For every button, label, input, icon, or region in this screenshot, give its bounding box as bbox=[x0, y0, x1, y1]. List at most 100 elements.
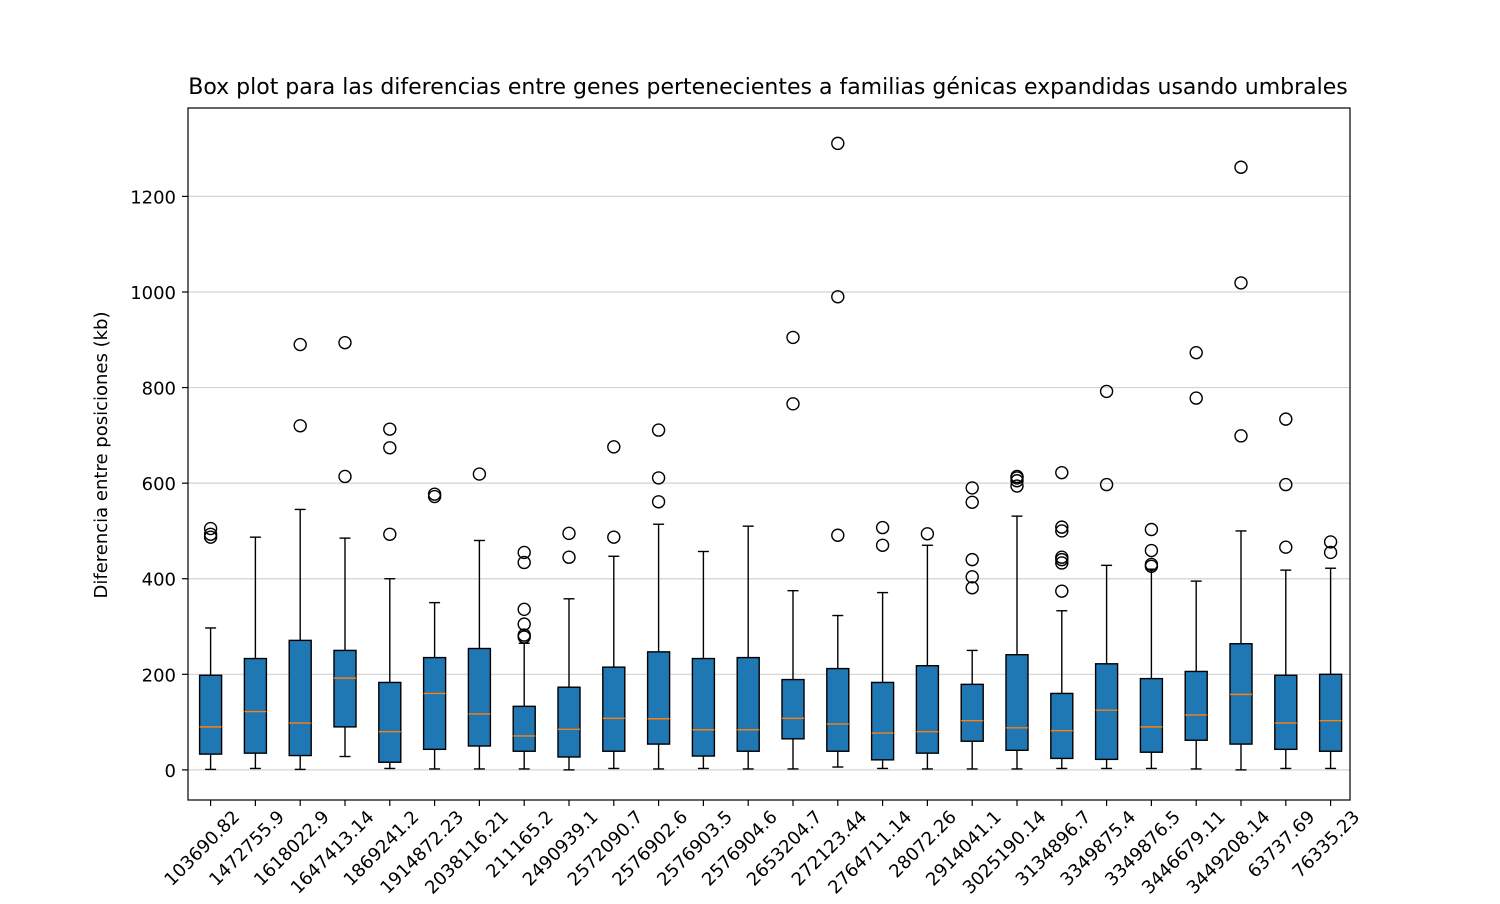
box-2764711.14 bbox=[870, 520, 895, 770]
outlier-point bbox=[1099, 477, 1114, 492]
outlier-point bbox=[965, 552, 979, 567]
box-body bbox=[1094, 663, 1119, 761]
box-3449208.14 bbox=[1229, 160, 1253, 771]
box-body bbox=[288, 639, 312, 757]
outlier-point bbox=[786, 330, 800, 345]
outlier-point bbox=[875, 520, 890, 535]
box-2653204.7 bbox=[781, 330, 805, 770]
outlier-point bbox=[1323, 535, 1338, 549]
box-1618022.9 bbox=[288, 337, 312, 771]
outlier-point bbox=[383, 527, 397, 541]
outlier-point bbox=[338, 335, 352, 350]
outlier-point bbox=[831, 528, 845, 542]
box-63737.69 bbox=[1274, 412, 1298, 770]
outlier-point bbox=[1055, 556, 1069, 570]
outlier-point bbox=[965, 481, 979, 495]
outlier-point bbox=[831, 290, 845, 304]
box-body bbox=[1274, 674, 1298, 751]
box-body bbox=[736, 656, 760, 752]
box-211165.2 bbox=[512, 545, 536, 770]
y-tick-label: 400 bbox=[142, 570, 176, 591]
box-body bbox=[512, 705, 536, 752]
outlier-point bbox=[1010, 469, 1024, 484]
box-body bbox=[915, 665, 940, 754]
box-3025190.14 bbox=[1005, 469, 1029, 770]
outlier-point bbox=[338, 469, 352, 484]
box-2038116.21 bbox=[467, 467, 492, 770]
outlier-point bbox=[965, 581, 979, 595]
box-body bbox=[691, 657, 716, 757]
box-series bbox=[198, 136, 1343, 771]
box-3134896.7 bbox=[1050, 465, 1074, 770]
y-tick-label: 600 bbox=[142, 474, 176, 495]
outlier-point bbox=[203, 521, 218, 536]
box-body bbox=[870, 681, 895, 761]
y-axis: 0 200 400 600 800 1000 1200 bbox=[130, 187, 188, 782]
box-body bbox=[1318, 673, 1343, 752]
outlier-point bbox=[1144, 557, 1159, 572]
x-axis: 103690.821472755.91618022.91647413.14186… bbox=[160, 800, 1364, 898]
outlier-point bbox=[517, 602, 531, 617]
outlier-point bbox=[1279, 477, 1293, 492]
outlier-point bbox=[1010, 479, 1024, 493]
box-76335.23 bbox=[1318, 535, 1343, 770]
outlier-point bbox=[1055, 550, 1069, 564]
box-body bbox=[378, 681, 402, 763]
box-body bbox=[602, 666, 626, 752]
box-body bbox=[333, 649, 357, 728]
outlier-point bbox=[427, 487, 442, 501]
outlier-point bbox=[875, 538, 890, 552]
y-tick-label: 1000 bbox=[130, 283, 176, 304]
box-1647413.14 bbox=[333, 335, 357, 758]
outlier-point bbox=[383, 441, 397, 455]
y-tick-label: 0 bbox=[165, 761, 176, 782]
outlier-point bbox=[1323, 545, 1338, 560]
box-2572090.7 bbox=[602, 440, 626, 770]
box-body bbox=[1050, 692, 1074, 760]
outlier-point bbox=[472, 467, 487, 481]
box-3349876.5 bbox=[1139, 522, 1164, 770]
box-body bbox=[557, 686, 581, 758]
outlier-point bbox=[1189, 391, 1203, 405]
box-1472755.9 bbox=[243, 536, 268, 770]
outlier-point bbox=[1234, 160, 1248, 174]
outlier-point bbox=[1189, 345, 1203, 360]
box-body bbox=[646, 651, 671, 745]
outlier-point bbox=[293, 337, 307, 352]
outlier-point bbox=[1055, 465, 1069, 480]
box-body bbox=[1184, 670, 1208, 741]
box-2490939.1 bbox=[557, 526, 581, 771]
outlier-point bbox=[651, 471, 666, 485]
outlier-point bbox=[965, 570, 979, 584]
outlier-point bbox=[1234, 276, 1248, 290]
outlier-point bbox=[517, 628, 531, 642]
outlier-point bbox=[517, 555, 531, 570]
box-1914872.23 bbox=[422, 487, 447, 770]
outlier-point bbox=[383, 422, 397, 436]
y-tick-label: 1200 bbox=[130, 187, 176, 208]
box-body bbox=[198, 674, 223, 755]
outlier-point bbox=[1055, 584, 1069, 598]
box-2576904.6 bbox=[736, 525, 760, 770]
box-body bbox=[243, 657, 268, 754]
outlier-point bbox=[562, 526, 576, 541]
outlier-point bbox=[1099, 384, 1114, 399]
box-3349875.4 bbox=[1094, 384, 1119, 770]
outlier-point bbox=[562, 550, 576, 564]
box-272123.44 bbox=[826, 136, 850, 768]
box-2576903.5 bbox=[691, 550, 716, 770]
box-body bbox=[1005, 654, 1029, 751]
outlier-point bbox=[651, 495, 666, 509]
box-body bbox=[422, 656, 447, 751]
outlier-point bbox=[831, 136, 845, 151]
box-body bbox=[826, 667, 850, 752]
gridlines bbox=[188, 195, 1350, 771]
box-1869241.2 bbox=[378, 422, 402, 770]
box-body bbox=[1139, 677, 1164, 753]
box-3446679.11 bbox=[1184, 345, 1208, 770]
outlier-point bbox=[517, 617, 531, 631]
y-tick-label: 800 bbox=[142, 379, 176, 400]
chart-title: Box plot para las diferencias entre gene… bbox=[188, 75, 1347, 100]
